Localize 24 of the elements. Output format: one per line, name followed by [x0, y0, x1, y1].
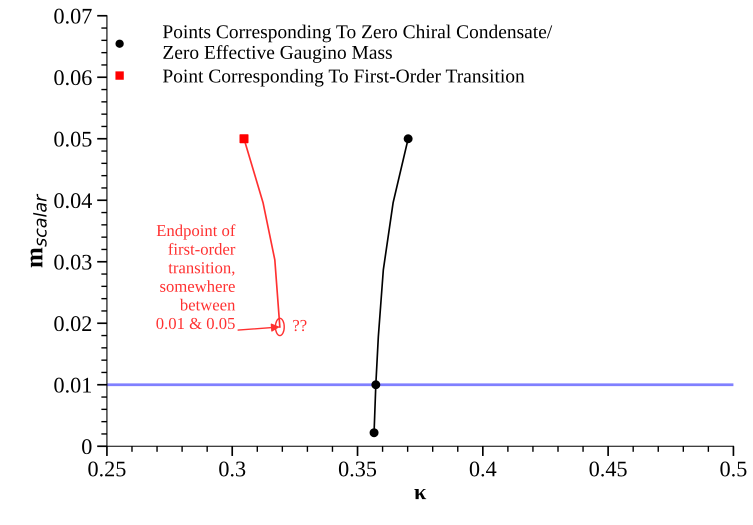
y-axis-title: m$_{scalar}$	[30, 194, 47, 268]
legend-label: Point Corresponding To First-Order Transition	[162, 68, 524, 87]
point	[371, 380, 380, 390]
y-tick-label: 0.05	[54, 132, 92, 147]
point	[240, 134, 248, 144]
x-tick-label: 0.45	[590, 461, 627, 477]
x-tick-label: 0.3	[219, 461, 246, 477]
x-tick-label: 0.35	[338, 461, 376, 477]
point	[404, 134, 413, 144]
legend-label: Points Corresponding To Zero Chiral Condensate/ Zero Effective Gaugino Mass	[162, 24, 552, 63]
x-axis-title: κ	[414, 488, 426, 500]
y-tick-label: 0.04	[54, 193, 92, 208]
annotation: ??	[293, 320, 306, 332]
y-tick-label: 0.01	[54, 378, 92, 393]
x-tick-label: 0.25	[88, 461, 126, 477]
y-tick-label: 0.03	[54, 254, 92, 270]
y-tick-label: 0.06	[54, 70, 92, 86]
y-tick-label: 0.07	[54, 8, 92, 24]
point	[370, 428, 379, 438]
x-tick-label: 0.4	[470, 461, 496, 477]
annotation: Endpoint of first-order transition, somewhere between 0.01 & 0.05	[156, 224, 236, 330]
y-tick-label: 0	[82, 439, 92, 454]
y-tick-label: 0.02	[54, 316, 92, 332]
x-tick-label: 0.5	[720, 461, 746, 477]
